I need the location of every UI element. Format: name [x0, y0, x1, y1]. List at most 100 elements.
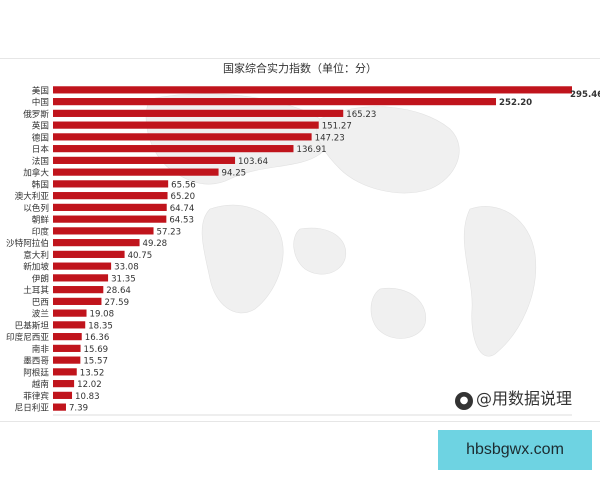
category-label: 越南	[32, 378, 50, 390]
bar	[53, 98, 497, 106]
category-label: 南非	[32, 343, 50, 355]
bar	[53, 156, 236, 164]
x-axis: 0.0050.00100.00150.00200.00	[53, 414, 572, 416]
category-label: 土耳其	[23, 284, 49, 296]
value-label: 295.46	[570, 90, 600, 100]
watermark-text: @用数据说理	[476, 389, 573, 408]
map-landmass-2	[316, 106, 460, 194]
category-label: 波兰	[32, 308, 50, 320]
category-label: 美国	[32, 84, 49, 96]
category-label: 韩国	[32, 178, 49, 190]
category-label: 澳大利亚	[15, 190, 50, 202]
category-label: 加拿大	[23, 167, 49, 179]
map-landmass-6	[370, 287, 427, 339]
bar	[53, 145, 294, 153]
value-label: 103.64	[238, 157, 268, 167]
value-label: 64.53	[169, 216, 194, 226]
category-label: 日本	[32, 143, 50, 155]
bar	[53, 192, 168, 200]
bar	[53, 321, 86, 329]
value-label: 40.75	[128, 251, 153, 261]
value-label: 13.52	[80, 368, 105, 378]
value-label: 65.56	[171, 180, 196, 190]
bar	[53, 239, 140, 247]
category-label: 印度	[32, 225, 50, 237]
bar	[53, 403, 66, 411]
value-label: 165.23	[346, 110, 376, 120]
bar	[53, 333, 82, 341]
bar	[53, 133, 312, 141]
value-label: 28.64	[106, 286, 131, 296]
bar	[53, 356, 81, 364]
value-label: 57.23	[157, 227, 182, 237]
value-label: 147.23	[315, 133, 345, 143]
category-label: 巴基斯坦	[15, 319, 50, 331]
watermark: ● @用数据说理	[455, 385, 572, 410]
bar	[53, 203, 167, 211]
value-label: 151.27	[322, 122, 352, 132]
bar-chart: 国家综合实力指数（单位：分） 美国中国俄罗斯英国德国日本法国加拿大韩国澳大利亚以…	[6, 61, 600, 416]
category-label: 朝鲜	[32, 214, 50, 226]
value-label: 19.08	[90, 310, 115, 320]
bar	[53, 121, 319, 129]
bar	[53, 215, 167, 223]
bar	[53, 109, 344, 117]
bar	[53, 168, 219, 176]
bar	[53, 274, 109, 282]
category-label: 中国	[32, 96, 49, 108]
value-label: 18.35	[88, 321, 113, 331]
bar	[53, 86, 572, 94]
map-landmass-4	[293, 227, 347, 275]
category-label: 新加坡	[23, 261, 49, 273]
category-label: 意大利	[23, 249, 49, 261]
value-label: 12.02	[77, 380, 102, 390]
category-label: 沙特阿拉伯	[6, 237, 49, 249]
value-label: 65.20	[171, 192, 196, 202]
site-badge: hbsbgwx.com	[438, 430, 592, 470]
value-label: 7.39	[69, 404, 88, 414]
category-label: 菲律宾	[23, 390, 49, 402]
bar	[53, 227, 154, 235]
value-label: 49.28	[143, 239, 168, 249]
value-label: 27.59	[104, 298, 129, 308]
value-label: 33.08	[114, 263, 139, 273]
value-label: 31.35	[111, 274, 136, 284]
value-label: 94.25	[222, 169, 247, 179]
category-label: 阿根廷	[23, 366, 49, 378]
chart-title: 国家综合实力指数（单位：分）	[223, 61, 377, 75]
value-label: 252.20	[499, 98, 532, 108]
bar	[53, 262, 112, 270]
bar	[53, 286, 104, 294]
bar	[53, 391, 73, 399]
bar	[53, 368, 77, 376]
bar	[53, 180, 169, 188]
map-landmass-5	[463, 206, 537, 357]
map-landmass-3	[201, 204, 284, 314]
chart-frame: 国家综合实力指数（单位：分） 美国 中国 俄罗斯 英国 德国 日本 法国 加拿大 韩国 澳大利亚以…	[0, 58, 600, 422]
bar	[53, 380, 75, 388]
category-label: 英国	[32, 120, 49, 132]
value-label: 64.74	[170, 204, 195, 214]
bar	[53, 344, 81, 352]
category-label: 伊朗	[32, 272, 49, 284]
bars	[53, 86, 572, 411]
bar	[53, 297, 102, 305]
category-label: 法国	[32, 155, 49, 167]
bar	[53, 309, 87, 317]
value-label: 15.57	[83, 357, 108, 367]
category-label: 德国	[32, 131, 49, 143]
value-label: 10.83	[75, 392, 100, 402]
value-label: 15.69	[84, 345, 109, 355]
category-label: 印度尼西亚	[6, 331, 49, 343]
value-label: 16.36	[85, 333, 110, 343]
category-label: 墨西哥	[23, 356, 49, 367]
category-label: 俄罗斯	[23, 108, 49, 120]
category-label: 巴西	[32, 297, 50, 308]
paw-icon: ●	[455, 392, 473, 410]
value-label: 136.91	[296, 145, 326, 155]
category-labels: 美国中国俄罗斯英国德国日本法国加拿大韩国澳大利亚以色列朝鲜印度沙特阿拉伯意大利新…	[6, 84, 49, 413]
bar	[53, 250, 125, 258]
category-label: 尼日利亚	[15, 402, 50, 414]
category-label: 以色列	[23, 202, 49, 214]
